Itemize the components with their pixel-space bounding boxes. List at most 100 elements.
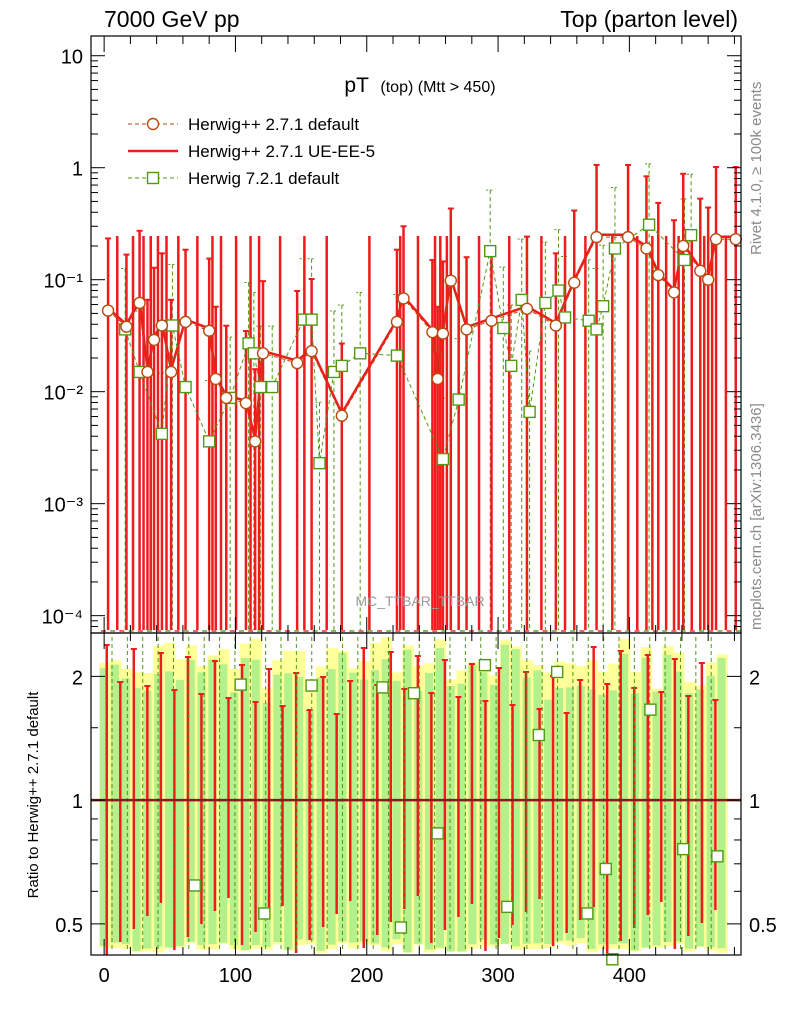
herwig271-point [256,347,270,360]
herwig271-point [444,274,457,287]
ratio-green-band [349,672,358,943]
ratio-point [431,827,444,840]
herwig271-point [141,365,154,379]
ratio-green-band [435,647,444,948]
x-tick-label: 0 [99,965,110,987]
ratio-green-band [674,671,683,942]
ratio-point [376,681,389,694]
herwig271-point [431,372,444,386]
herwig7-point [497,321,510,335]
ratio-point [550,665,564,679]
ratio-y-tick-label-left: 2 [72,667,83,689]
herwig271-point [209,372,222,386]
ratio-green-band [208,659,217,944]
herwig271-point [120,320,133,333]
herwig271-point [390,315,404,329]
legend-marker-square [146,171,160,185]
herwig271-point [335,409,349,422]
ratio-y-tick-label-left: 0.5 [55,915,83,937]
ratio-green-band [544,699,553,944]
herwig7-point [642,218,656,231]
herwig271-point [709,232,723,246]
ratio-green-band [154,673,163,947]
herwig271-point [101,304,115,317]
ratio-point [407,687,421,700]
ratio-green-band [240,658,249,951]
ratio-point [599,862,612,876]
ratio-point [532,728,545,742]
ratio-green-band [175,679,184,946]
herwig7-point [335,359,349,373]
main-y-tick-label: 1 [72,159,83,181]
ratio-green-band [327,669,336,945]
ratio-green-band [219,664,228,943]
herwig7-point [558,311,572,324]
rivet-version-label: Rivet 4.1.0, ≥ 100k events [748,81,765,255]
main-y-tick-label: 10⁻² [44,383,84,405]
herwig271-point [397,292,410,305]
herwig7-point [590,323,603,336]
ratio-green-band [132,688,141,951]
legend-label: Herwig++ 2.7.1 default [188,115,359,134]
herwig7-point [515,293,528,307]
herwig271-point [460,323,473,336]
herwig271-point [568,276,581,289]
legend-label: Herwig 7.2.1 default [188,169,339,188]
ratio-green-band [230,692,239,946]
ratio-green-band [392,680,401,940]
ratio-green-band [121,678,130,945]
herwig7-point [436,452,450,466]
herwig7-point [266,380,279,394]
ratio-green-band [500,644,509,944]
herwig271-point [426,325,439,339]
herwig7-point [353,347,367,360]
herwig271-point [621,230,635,244]
ratio-frame [90,632,742,956]
ratio-point [305,679,318,692]
ratio-green-band [425,672,434,950]
herwig271-point [667,286,681,299]
herwig7-point [452,393,465,406]
ratio-point [394,921,408,934]
herwig271-point [248,435,262,448]
ratio-green-band [587,689,596,949]
ratio-green-band [273,674,282,942]
ratio-point [501,900,514,914]
herwig271-point [202,324,216,337]
axes: 10 1 10⁻¹ 10⁻² 10⁻³ 10⁻⁴ 0.5 0.5 1 1 2 2 0 100 200 300 4… [42,35,777,987]
herwig7-point [179,380,192,394]
ratio-panel-marks [91,637,741,966]
ratio-green-band [262,702,271,947]
ratio-point [234,678,247,691]
ratio-green-band [663,654,672,942]
main-panel-marks [101,163,742,632]
legend: Herwig++ 2.7.1 default Herwig++ 2.7.1 UE-… [128,115,375,188]
herwig7-point [313,456,326,470]
ratio-y-tick-label-left: 1 [72,791,83,813]
herwig271-point [694,264,707,278]
herwig7-point [596,299,610,313]
herwig271-point [652,268,665,282]
ratio-green-band [533,670,542,944]
herwig7-point [582,314,595,327]
ratio-point [188,879,201,892]
ratio-point [677,842,690,856]
ratio-green-band [370,669,379,944]
herwig271-point [485,314,498,327]
herwig271-point [701,273,715,286]
herwig271-point [147,333,161,347]
ratio-green-band [695,689,704,947]
herwig7-point [608,242,622,255]
legend-marker-circle [146,117,160,131]
ue-ee5-line [107,233,736,440]
herwig271-point [179,315,192,329]
herwig271-point [305,344,318,358]
herwig271-point [290,356,304,370]
header-energy: 7000 GeV pp [104,6,240,32]
ratio-green-band [511,649,520,947]
herwig271-point [220,391,233,405]
herwig7-point [305,313,318,326]
chart-title-main: pT [344,74,369,97]
header-level: Top (parton level) [560,6,738,32]
herwig7-point [523,405,536,419]
